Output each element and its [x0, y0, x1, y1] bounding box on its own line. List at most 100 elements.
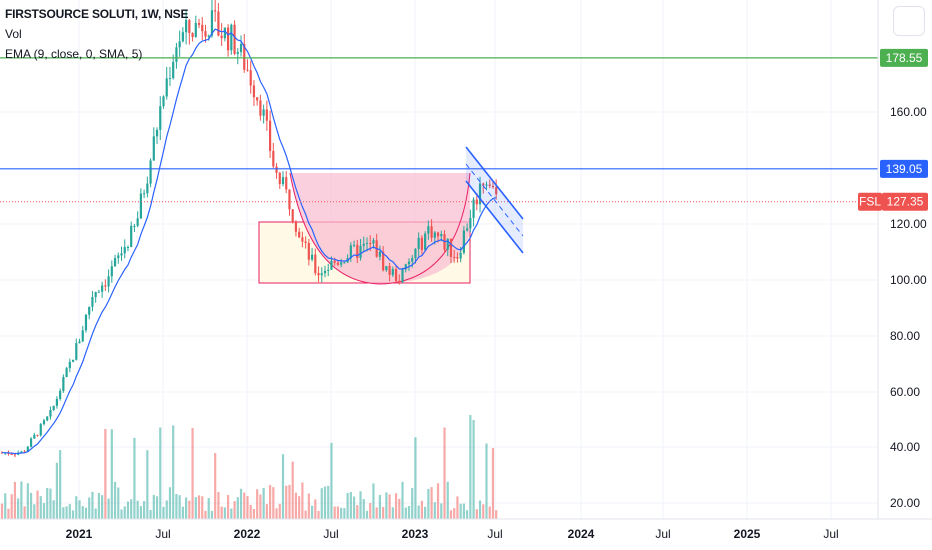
cup-fill: [290, 173, 470, 284]
candle-body: [291, 209, 294, 223]
volume-bar: [469, 415, 472, 519]
channel-upper[interactable]: [465, 146, 524, 220]
volume-bar: [420, 500, 423, 519]
volume-bar: [94, 508, 97, 519]
volume-bar: [4, 493, 7, 519]
y-tick-label: 20.00: [890, 496, 920, 510]
volume-bar: [62, 507, 65, 519]
volume-bar: [404, 507, 407, 519]
candle-body: [491, 185, 495, 188]
candle-body: [404, 264, 407, 270]
volume-indicator-label[interactable]: Vol: [5, 27, 22, 41]
candle-body: [204, 31, 207, 37]
volume-bar: [20, 481, 23, 519]
volume-bar: [262, 488, 265, 519]
candle-body: [33, 434, 36, 439]
last-price-badge-text: 127.35: [887, 195, 924, 209]
volume-bar: [417, 505, 420, 519]
candle-body: [349, 245, 352, 259]
volume-bar: [71, 510, 75, 519]
volume-bar: [433, 502, 436, 519]
price-badges: 178.55 139.05 FSL 127.35: [858, 48, 928, 211]
volume-bar: [375, 507, 378, 519]
candle-body: [55, 398, 59, 406]
symbol-title[interactable]: FIRSTSOURCE SOLUTI, 1W, NSE: [5, 7, 189, 21]
volume-bar: [330, 442, 333, 519]
volume-bar: [223, 507, 226, 519]
volume-bar: [120, 509, 123, 519]
volume-bar: [343, 508, 346, 519]
candle-body: [433, 232, 436, 238]
chart-settings-button[interactable]: [893, 6, 925, 36]
volume-bar: [49, 488, 52, 519]
candle-body: [372, 240, 375, 244]
volume-bar: [29, 492, 33, 519]
resistance-blue-badge: [880, 159, 928, 178]
volume-bar: [443, 427, 446, 519]
candle-body: [466, 228, 469, 231]
candle-body: [398, 280, 401, 283]
volume-bar: [427, 488, 430, 519]
resistance-green-badge: [880, 48, 928, 67]
candle-body: [42, 420, 46, 425]
candle-body: [485, 184, 488, 186]
candle-body: [239, 44, 243, 53]
candle-body: [62, 377, 65, 391]
channel-lower[interactable]: [465, 180, 524, 254]
volume-bar: [146, 450, 149, 519]
candle-body: [382, 251, 385, 271]
volume-bar: [39, 496, 42, 519]
volume-bar: [278, 503, 281, 519]
volume-bar: [246, 496, 249, 519]
candle-body: [188, 20, 191, 33]
volume-bar: [265, 504, 268, 519]
candle-body: [430, 226, 433, 238]
x-tick-label: Jul: [487, 527, 502, 541]
candle-body: [178, 41, 181, 48]
volume-bar: [317, 510, 320, 519]
candle-body: [417, 237, 420, 249]
y-tick-label: 100.00: [890, 273, 927, 287]
candle-body: [317, 273, 320, 276]
candle-body: [488, 184, 491, 186]
volume-bar: [243, 492, 246, 519]
x-tick-label: Jul: [823, 527, 838, 541]
volume-bar: [152, 494, 155, 519]
candle-body: [236, 52, 239, 54]
volume-bar: [26, 483, 29, 519]
candle-body: [475, 199, 478, 205]
volume-bar: [201, 496, 204, 519]
volume-bar: [349, 492, 352, 519]
volume-bar: [285, 485, 288, 519]
time-axis[interactable]: 2021 Jul 2022 Jul 2023 Jul 2024 Jul 2025 Jul: [66, 527, 839, 541]
candle-body: [233, 24, 236, 54]
candle-body: [362, 243, 365, 246]
y-tick-label: 80.00: [890, 329, 920, 343]
volume-bar: [149, 510, 152, 519]
volume-bar: [197, 495, 201, 519]
volume-bar: [294, 492, 298, 519]
volume-bar: [281, 454, 285, 519]
candle-body: [84, 314, 88, 331]
candle-body: [265, 109, 268, 121]
ema-indicator-label[interactable]: EMA (9, close, 0, SMA, 5): [5, 47, 143, 61]
volume-bar: [298, 496, 301, 519]
volume-bar: [323, 486, 327, 519]
volume-bar: [130, 499, 133, 519]
candle-body: [314, 254, 317, 274]
volume-bar: [143, 501, 146, 519]
volume-bar: [126, 501, 130, 519]
x-tick-label: 2021: [66, 527, 93, 541]
volume-bar: [340, 507, 343, 519]
candle-body: [320, 273, 323, 276]
candle-body: [272, 150, 275, 167]
volume-bar: [369, 503, 372, 519]
price-axis[interactable]: 160.00 120.00 100.00 80.00 60.00 40.00 20.00: [890, 105, 927, 510]
candle-body: [165, 78, 168, 97]
candle-body: [246, 69, 249, 71]
volume-bar: [307, 493, 310, 519]
candle-body: [107, 276, 110, 287]
candle-body: [217, 11, 220, 36]
x-tick-label: Jul: [323, 527, 338, 541]
